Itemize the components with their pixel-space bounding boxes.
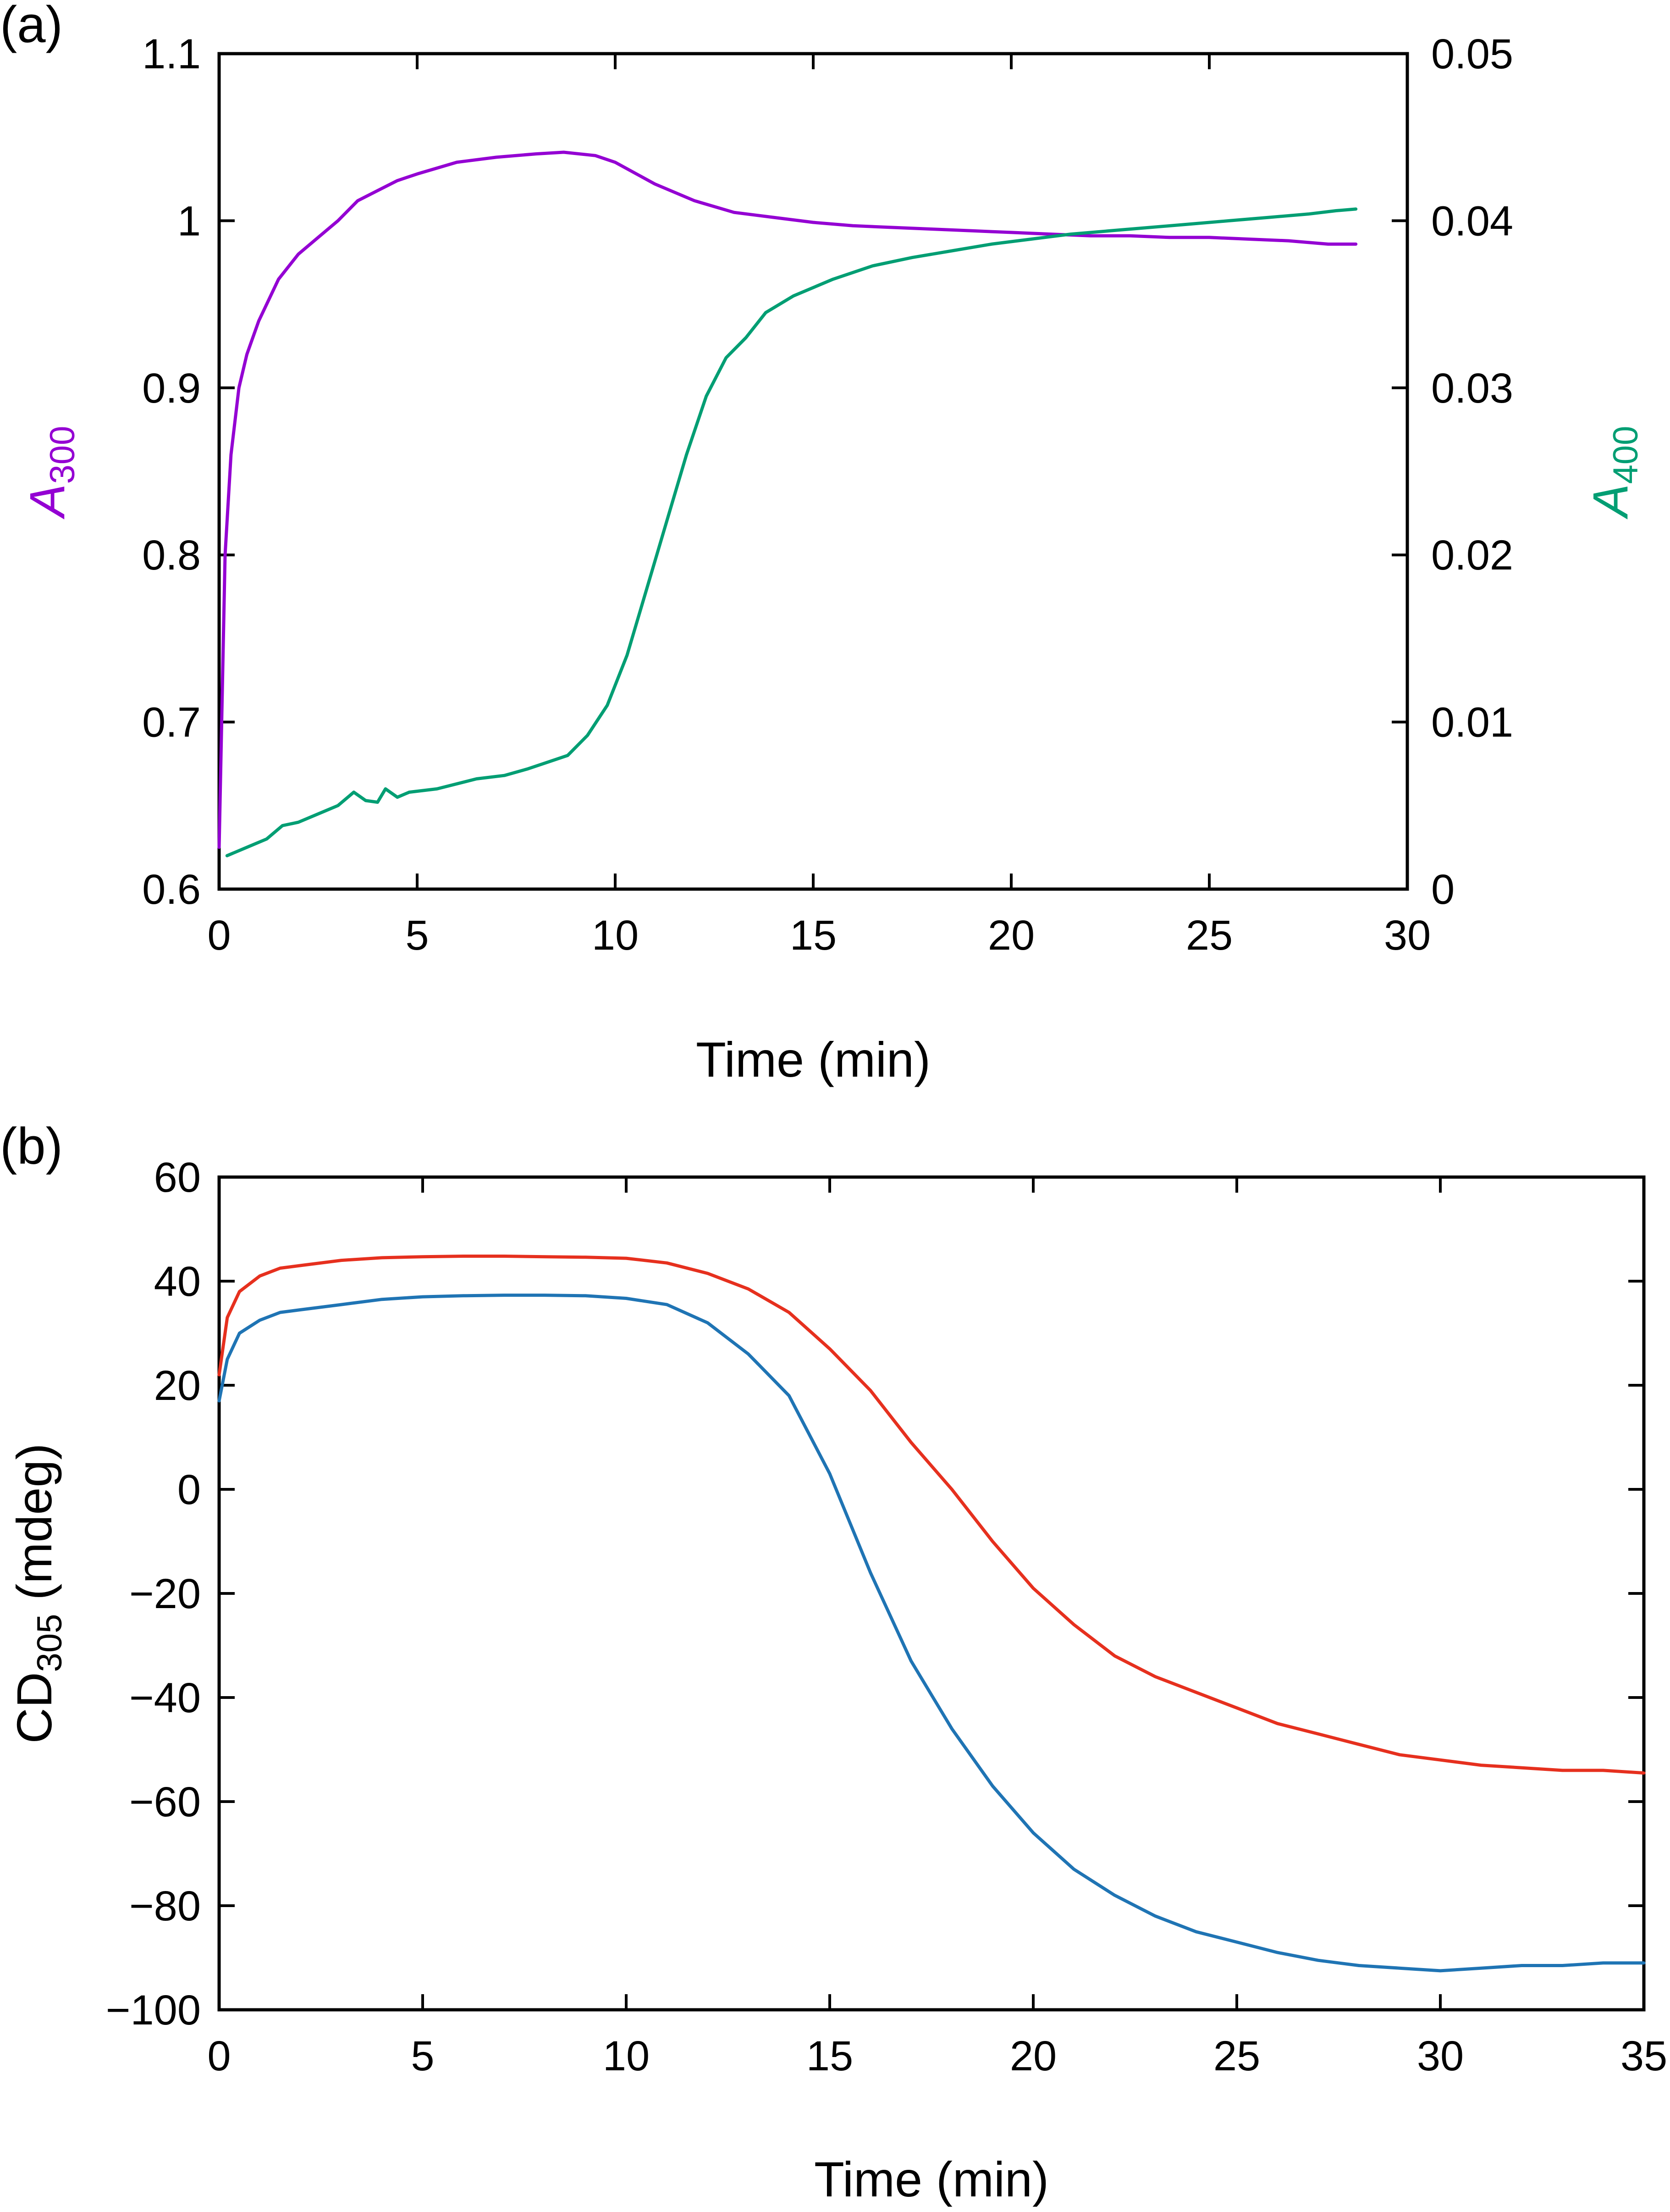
panel-a-left-y-axis-title: A300 (19, 426, 82, 520)
panel-a-x-tick-label: 5 (405, 912, 429, 959)
panel-b-series-line-red (217, 1255, 1646, 1775)
panel-b-tick-labels: 0 5 10 15 20 25 30 35 −100 −80 −60 −40 −20 0 20 40 60 (106, 1154, 1667, 2079)
panel-a-x-tick-label: 25 (1186, 912, 1233, 959)
panel-b-y-tick-label: 20 (154, 1362, 201, 1409)
panel-a-right-y-tick-label: 0 (1431, 866, 1455, 913)
panel-b-y-title-sub: 305 (30, 1614, 69, 1672)
panel-a-right-y-tick-label: 0.04 (1431, 198, 1513, 244)
panel-b-plot-frame (217, 1175, 1646, 2012)
panel-a-right-y-tick-label: 0.01 (1431, 699, 1513, 746)
panel-b-x-tick-label: 35 (1620, 2033, 1667, 2079)
panel-b-y-axis-title: CD305 (mdeg) (6, 1443, 69, 1744)
panel-a-left-y-title-main: A (19, 484, 75, 520)
panel-b-y-tick-label: −100 (106, 1987, 201, 2034)
panel-b-y-title-suffix: (mdeg) (6, 1443, 62, 1614)
panel-a-right-y-tick-label: 0.02 (1431, 532, 1513, 579)
panel-b-x-tick-label: 20 (1010, 2033, 1057, 2079)
panel-a-y-tick-label: 1 (177, 198, 201, 244)
panel-a-x-tick-label: 0 (207, 912, 231, 959)
panel-b-y-tick-label: −60 (129, 1779, 201, 1825)
panel-b-y-tick-label: 60 (154, 1154, 201, 1201)
panel-a: (a) 0 5 10 15 20 25 30 0.6 0.7 0.8 0.9 1 1.1 0 0.01 0.0… (0, 0, 1645, 1087)
panel-b-label: (b) (0, 1117, 63, 1175)
panel-b-x-tick-label: 15 (806, 2033, 853, 2079)
panel-a-x-tick-label: 20 (988, 912, 1035, 959)
panel-b: (b) 0 5 10 15 20 25 30 35 −100 −80 −60 −40 −20 0 20 40 6… (0, 1117, 1667, 2207)
panel-a-label: (a) (0, 0, 63, 53)
panel-a-right-y-title-main: A (1582, 484, 1638, 520)
panel-b-x-axis-title: Time (min) (814, 2151, 1049, 2207)
panel-a-y-tick-label: 0.9 (142, 365, 201, 412)
panel-b-x-tick-label: 25 (1213, 2033, 1260, 2079)
panel-a-right-y-axis-title: A400 (1582, 426, 1645, 520)
panel-b-series (217, 1255, 1646, 1973)
panel-b-y-tick-label: 40 (154, 1258, 201, 1305)
panel-b-y-tick-label: −40 (129, 1675, 201, 1721)
panel-a-y-tick-label: 0.8 (142, 532, 201, 579)
panel-a-x-tick-label: 30 (1384, 912, 1431, 959)
panel-a-series-line-a300 (217, 150, 1358, 849)
panel-a-right-y-title-sub: 400 (1606, 426, 1645, 484)
panel-b-y-title-main: CD (6, 1672, 62, 1743)
panel-b-x-tick-label: 30 (1417, 2033, 1464, 2079)
panel-b-y-tick-label: 0 (177, 1466, 201, 1513)
panel-a-tick-labels: 0 5 10 15 20 25 30 0.6 0.7 0.8 0.9 1 1.1 0 0.01 0.02 0.0… (142, 31, 1513, 959)
panel-a-ticks (218, 52, 1409, 890)
panel-b-x-tick-label: 10 (603, 2033, 650, 2079)
panel-a-series (217, 150, 1358, 857)
panel-a-y-tick-label: 0.7 (142, 699, 201, 746)
panel-b-series-line-blue (217, 1294, 1646, 1973)
panel-a-y-tick-label: 0.6 (142, 866, 201, 913)
panel-a-x-tick-label: 15 (790, 912, 837, 959)
panel-a-left-y-title-sub: 300 (43, 426, 82, 484)
panel-b-y-tick-label: −20 (129, 1571, 201, 1617)
panel-a-right-y-tick-label: 0.05 (1431, 31, 1513, 77)
panel-b-ticks (218, 1176, 1645, 2011)
panel-a-series-line-a400 (225, 207, 1358, 857)
panel-a-x-axis-title: Time (min) (696, 1032, 931, 1087)
panel-b-x-tick-label: 5 (411, 2033, 434, 2079)
panel-a-y-tick-label: 1.1 (142, 31, 201, 77)
panel-b-y-tick-label: −80 (129, 1883, 201, 1930)
panel-b-x-tick-label: 0 (207, 2033, 231, 2079)
panel-a-x-tick-label: 10 (592, 912, 639, 959)
panel-a-right-y-tick-label: 0.03 (1431, 365, 1513, 412)
